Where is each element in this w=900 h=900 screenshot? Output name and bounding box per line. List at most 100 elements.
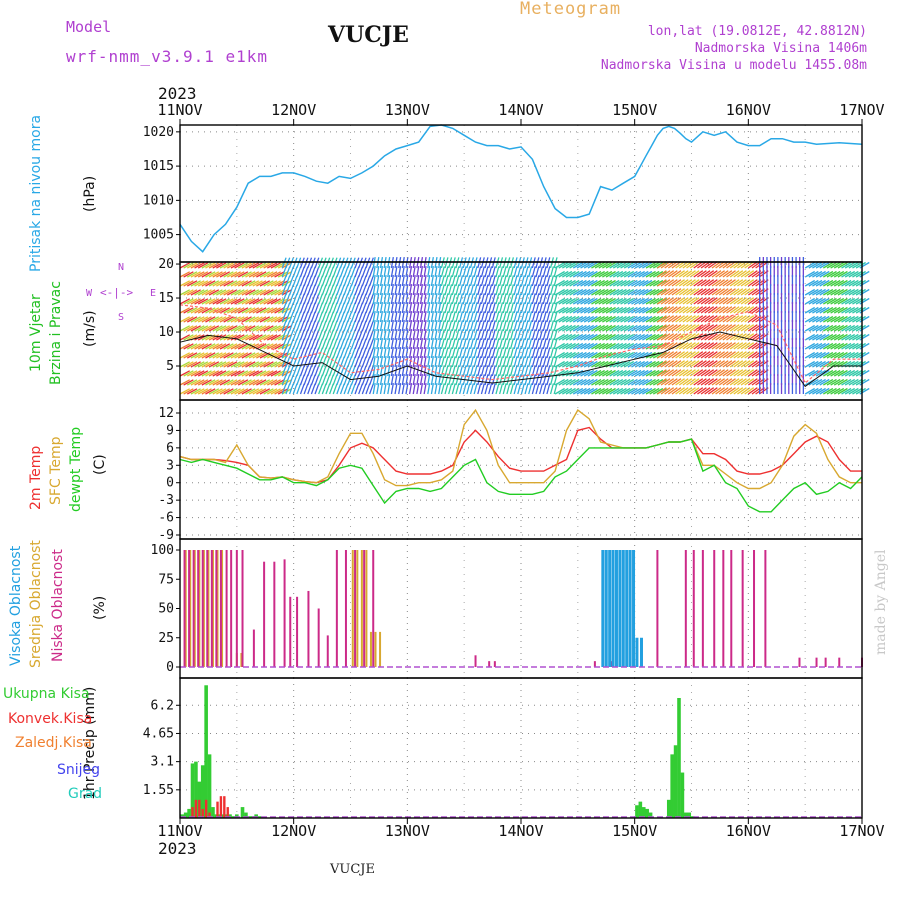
- wind-barb: [502, 365, 507, 377]
- wind-barb: [321, 266, 327, 278]
- wind-barb: [535, 266, 540, 278]
- wind-barb: [678, 297, 689, 305]
- wind-barb: [700, 297, 711, 305]
- wind-barb: [667, 387, 678, 395]
- wind-barb: [296, 293, 302, 305]
- wind-barb: [387, 311, 391, 323]
- wind-barb: [562, 306, 573, 314]
- wind-barb: [354, 266, 360, 278]
- wind-barb: [358, 284, 364, 296]
- wind-barb: [528, 347, 533, 359]
- wind-barb: [252, 370, 263, 377]
- wind-barb: [591, 261, 602, 269]
- wind-barb: [427, 374, 431, 386]
- wind-barb: [594, 261, 605, 269]
- wind-barb: [495, 293, 500, 305]
- wind-barb: [332, 257, 338, 269]
- wind-barb: [484, 383, 489, 395]
- wind-barb: [549, 293, 555, 305]
- wind-barb: [448, 320, 453, 332]
- wind-barb: [480, 383, 485, 395]
- wind-barb: [427, 347, 431, 359]
- wind-barb: [686, 360, 696, 368]
- wind-barb: [726, 351, 736, 359]
- wind-barb: [248, 325, 260, 332]
- wind-barb: [539, 320, 544, 332]
- wind-barb: [612, 288, 624, 296]
- wind-barb: [623, 351, 635, 359]
- wind-barb: [466, 293, 471, 305]
- wind-barb: [542, 293, 547, 305]
- wind-barb: [368, 275, 374, 287]
- wind-barb: [704, 288, 715, 296]
- wind-barb: [531, 293, 536, 305]
- wind-barb: [234, 271, 245, 278]
- wind-barb: [715, 387, 725, 395]
- wind-barb: [513, 383, 518, 395]
- wind-barb: [558, 360, 569, 368]
- wind-barb: [347, 383, 353, 395]
- wind-barb: [689, 324, 700, 332]
- wind-barb: [539, 338, 544, 350]
- wind-barb: [285, 383, 291, 395]
- wind-barb: [270, 370, 281, 377]
- wind-barb: [678, 288, 689, 296]
- wind-barb: [245, 289, 256, 296]
- wind-barb: [390, 320, 394, 332]
- wind-barb: [288, 293, 294, 305]
- wind-barb: [539, 275, 544, 287]
- wind-barb: [190, 379, 201, 386]
- wind-barb: [307, 374, 313, 386]
- wind-barb: [281, 329, 287, 341]
- wind-barb: [466, 347, 471, 359]
- wind-barb: [372, 329, 376, 341]
- wind-barb: [823, 378, 834, 386]
- precip-total-bar: [645, 808, 649, 818]
- wind-barb: [580, 324, 591, 332]
- wind-barb: [726, 279, 736, 287]
- wind-barb: [194, 289, 205, 296]
- wind-barb: [852, 306, 863, 314]
- wind-barb: [837, 306, 848, 314]
- wind-barb: [358, 374, 364, 386]
- wind-barb: [591, 378, 602, 386]
- wind-barb: [598, 279, 609, 287]
- wind-barb: [484, 266, 489, 278]
- wind-barb: [310, 293, 316, 305]
- wind-barb: [372, 311, 376, 323]
- wind-barb: [296, 338, 302, 350]
- footer-station: VUCJE: [330, 862, 375, 877]
- wind-barb: [419, 320, 424, 332]
- wind-barb: [815, 324, 826, 332]
- wind-barb: [252, 343, 263, 350]
- wind-barb: [401, 329, 405, 341]
- wind-barb: [394, 374, 398, 386]
- wind-barb: [288, 356, 294, 368]
- wind-barb: [587, 342, 598, 350]
- wind-barb: [506, 311, 511, 323]
- precip-total-bar: [247, 816, 252, 818]
- wind-barb: [848, 351, 859, 359]
- y-tick-label: 100: [151, 543, 174, 558]
- wind-barb: [700, 306, 711, 314]
- wind-barb: [524, 374, 529, 386]
- wind-barb: [848, 378, 859, 386]
- cloud-bar: [635, 637, 639, 667]
- cloud-bar: [188, 550, 191, 667]
- wind-barb: [398, 320, 402, 332]
- x-day-label-bottom: 17NOV: [839, 822, 884, 840]
- wind-barb: [368, 347, 374, 359]
- wind-barb: [458, 293, 464, 305]
- wind-barb: [444, 311, 449, 323]
- wind-barb: [576, 342, 587, 350]
- wind-barb: [591, 333, 602, 341]
- wind-barb: [354, 365, 360, 377]
- wind-barb: [469, 356, 475, 368]
- wind-barb: [638, 351, 649, 359]
- wind-barb: [499, 347, 504, 359]
- wind-barb: [819, 360, 830, 368]
- wind-barb: [627, 333, 638, 341]
- wind-barb: [812, 387, 823, 395]
- wind-barb: [245, 316, 256, 323]
- wind-barb: [554, 387, 565, 395]
